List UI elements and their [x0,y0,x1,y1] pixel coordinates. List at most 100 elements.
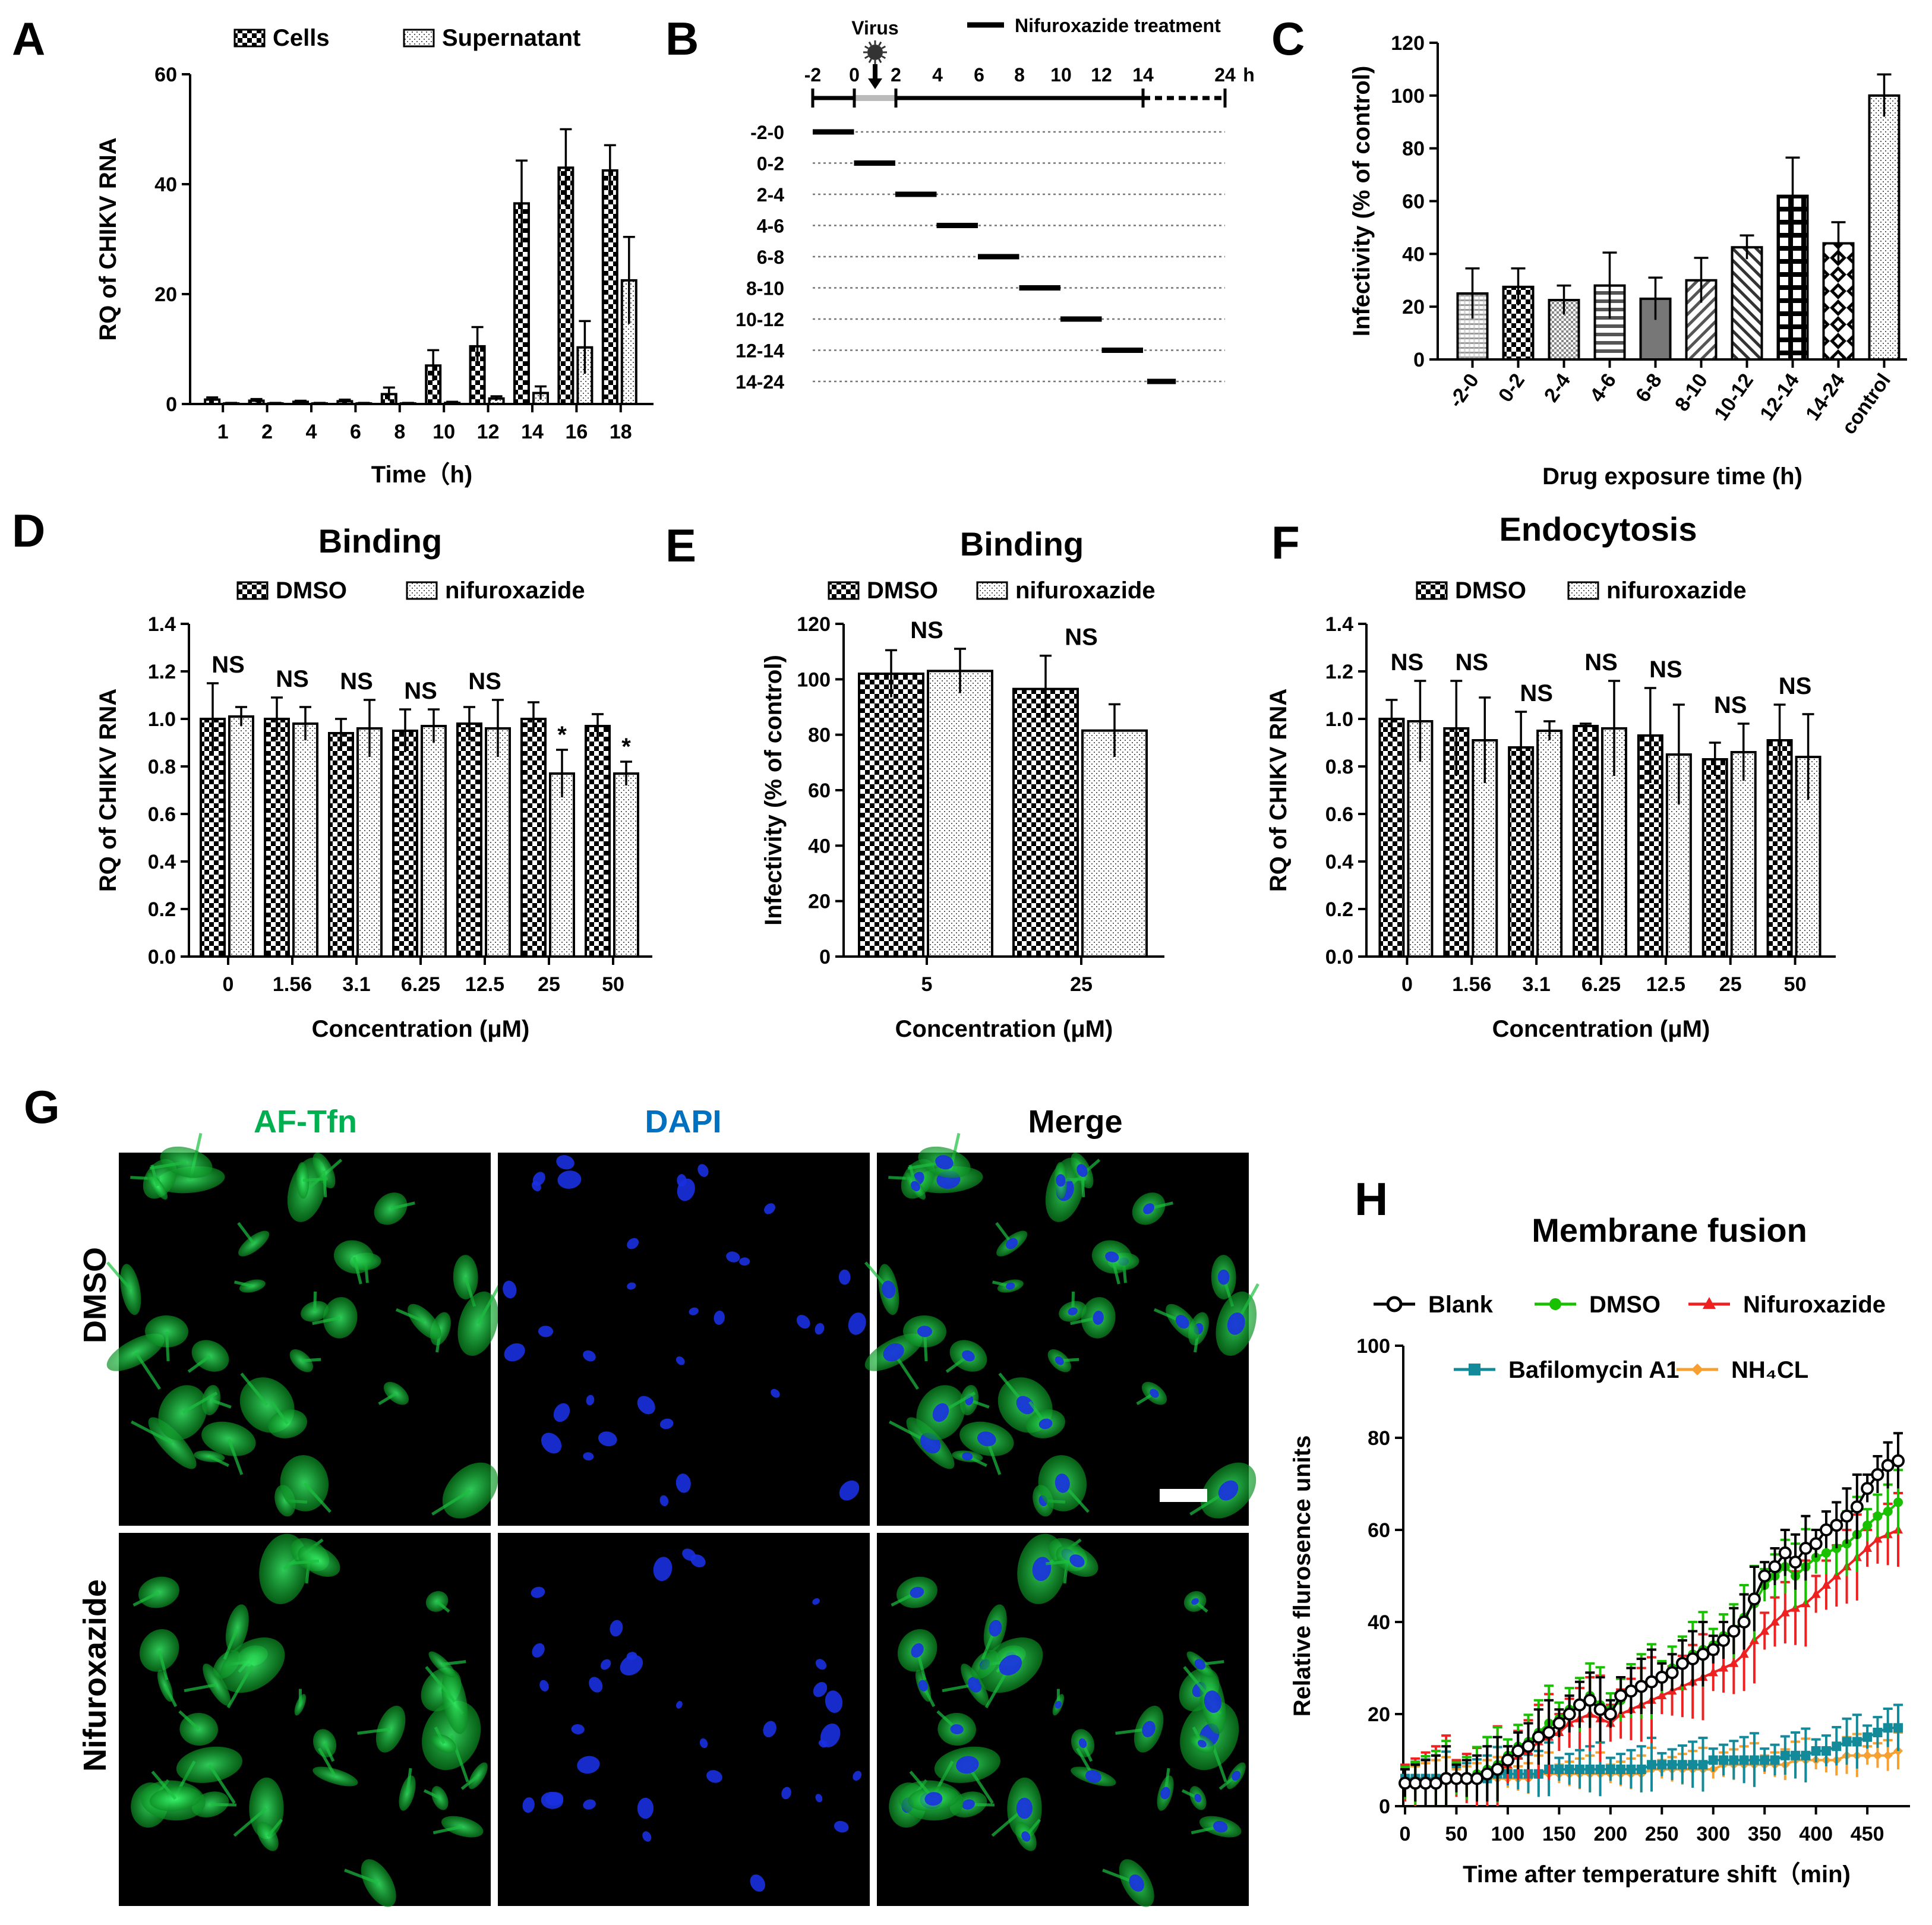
x-tick-label: 25 [1719,973,1742,996]
timeline-row-label: 2-4 [757,184,784,206]
y-tick-label: 120 [797,613,831,636]
nucleus [962,1452,973,1461]
legend-swatch [1416,581,1448,600]
virus-spike [878,41,882,46]
cell-process [163,1685,178,1708]
legend-label: DMSO [276,578,347,604]
nucleus [1160,1787,1170,1800]
data-point [1873,1511,1883,1521]
y-tick-label: 0.6 [148,803,176,826]
cell-process [344,1869,380,1885]
cell [431,1786,449,1810]
data-point [1873,1728,1883,1737]
bar-dmso-12.5 [456,722,482,958]
nucleus [825,1690,843,1713]
x-tick-label: 350 [1748,1823,1782,1845]
annotation-ns: NS [1584,649,1618,676]
nucleus [675,1356,685,1365]
x-axis-label: Concentration (μM) [312,1016,530,1042]
cell-process [288,1559,320,1566]
data-point [1821,1548,1831,1558]
nucleus [539,1680,549,1692]
nucleus [1142,1721,1156,1738]
legend-marker [1549,1298,1561,1310]
x-tick-label: 25 [1070,973,1093,996]
data-point [1883,1723,1893,1733]
data-point [1655,1671,1669,1684]
bar-nifuroxazide-50 [613,772,639,958]
timeline-tick-label: -2 [804,64,821,86]
x-tick-label: 6 [350,421,361,443]
virus-spike [881,55,886,59]
annotation-ns: NS [404,678,437,704]
nucleus [918,1680,928,1692]
data-point [1873,1533,1883,1543]
nucleus [1055,1700,1062,1709]
data-point [1789,1555,1802,1569]
nucleus [764,1203,775,1214]
x-axis-label: Time after temperature shift（min) [1463,1861,1851,1888]
x-tick-label: 12.5 [1646,973,1685,996]
nucleus [1068,1307,1078,1315]
data-point [1760,1626,1770,1635]
legend-swatch [976,581,1008,600]
data-point [1605,1765,1615,1774]
y-axis-label: RQ of CHIKV RNA [95,137,121,340]
data-point [1760,1755,1770,1765]
x-axis-label: Concentration (μM) [895,1016,1113,1042]
annotation-ns: NS [1391,649,1424,676]
cell-process [390,1201,415,1210]
data-point [1747,1592,1761,1606]
cell-process [227,1438,244,1475]
y-tick-label: 0.4 [148,851,176,873]
data-point [1811,1746,1821,1756]
significance-star: * [557,722,567,748]
cell-process [431,1489,471,1516]
bar-dmso-6.25 [392,730,418,958]
bar-nifuroxazide-3.1 [1536,730,1563,958]
panel-letter-d: D [12,504,45,557]
chart-title: Endocytosis [1499,510,1697,548]
annotation-ns: NS [276,666,309,692]
nucleus [531,1586,545,1598]
nucleus [1006,1238,1018,1249]
virus-spike [878,58,882,64]
annotation-ns: NS [211,652,245,678]
data-point [1657,1760,1667,1770]
data-point [1821,1580,1831,1589]
cell-process [476,1283,501,1325]
bar-dmso-6.25 [1573,725,1599,958]
data-point [1647,1760,1656,1770]
y-tick-label: 1.4 [1325,613,1353,636]
cell-process [302,1177,328,1182]
cell-process [157,1650,169,1680]
data-point [1892,1454,1905,1468]
nucleus [571,1724,585,1735]
cell-process [270,1400,289,1425]
nucleus [1191,1598,1199,1605]
y-tick-label: 60 [1368,1519,1390,1542]
bar-dmso-0 [200,718,226,958]
nucleus [1016,1797,1033,1819]
legend-label: Bafilomycin A1 [1508,1357,1679,1383]
y-tick-label: 100 [797,668,831,691]
nucleus [911,1181,920,1192]
nucleus [675,1473,691,1493]
chart-title: Binding [318,522,442,560]
x-tick-label: 1.56 [1452,973,1491,996]
data-point [1893,1723,1903,1733]
chart-c-time-of-addition: 0 20 40 60 80 100 120 Infectivity (% of control… [1349,32,1907,490]
data-point [1686,1652,1700,1665]
nucleus [714,1310,725,1325]
panel-letter-a: A [12,12,45,65]
cell-process [433,1825,463,1835]
data-point [1801,1750,1811,1760]
data-point [1770,1755,1780,1765]
legend-label: Cells [273,25,330,51]
nucleus [739,1257,750,1266]
column-label-dapi: DAPI [645,1104,721,1140]
bar-dmso-25 [1012,687,1079,958]
y-tick-label: 0.8 [1325,756,1353,778]
nucleus [556,1155,574,1170]
